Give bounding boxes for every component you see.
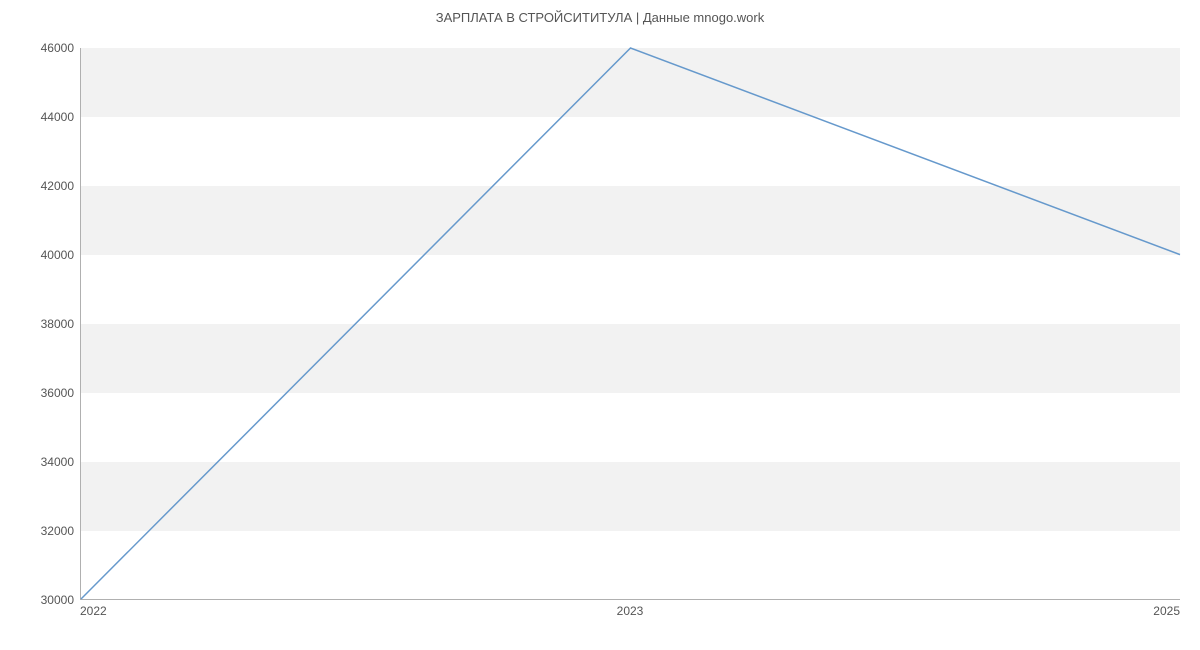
y-tick-label: 42000 (4, 179, 74, 193)
line-series (81, 48, 1180, 599)
x-tick-label: 2023 (617, 604, 644, 618)
y-tick-label: 36000 (4, 386, 74, 400)
y-tick-label: 34000 (4, 455, 74, 469)
plot-area (80, 48, 1180, 600)
y-tick-label: 30000 (4, 593, 74, 607)
x-tick-label: 2022 (80, 604, 107, 618)
chart-title: ЗАРПЛАТА В СТРОЙСИТИТУЛА | Данные mnogo.… (0, 10, 1200, 25)
y-tick-label: 40000 (4, 248, 74, 262)
y-tick-label: 46000 (4, 41, 74, 55)
chart-container: ЗАРПЛАТА В СТРОЙСИТИТУЛА | Данные mnogo.… (0, 0, 1200, 650)
y-tick-label: 32000 (4, 524, 74, 538)
y-tick-label: 38000 (4, 317, 74, 331)
salary-line (81, 48, 1180, 599)
x-tick-label: 2025 (1153, 604, 1180, 618)
y-tick-label: 44000 (4, 110, 74, 124)
